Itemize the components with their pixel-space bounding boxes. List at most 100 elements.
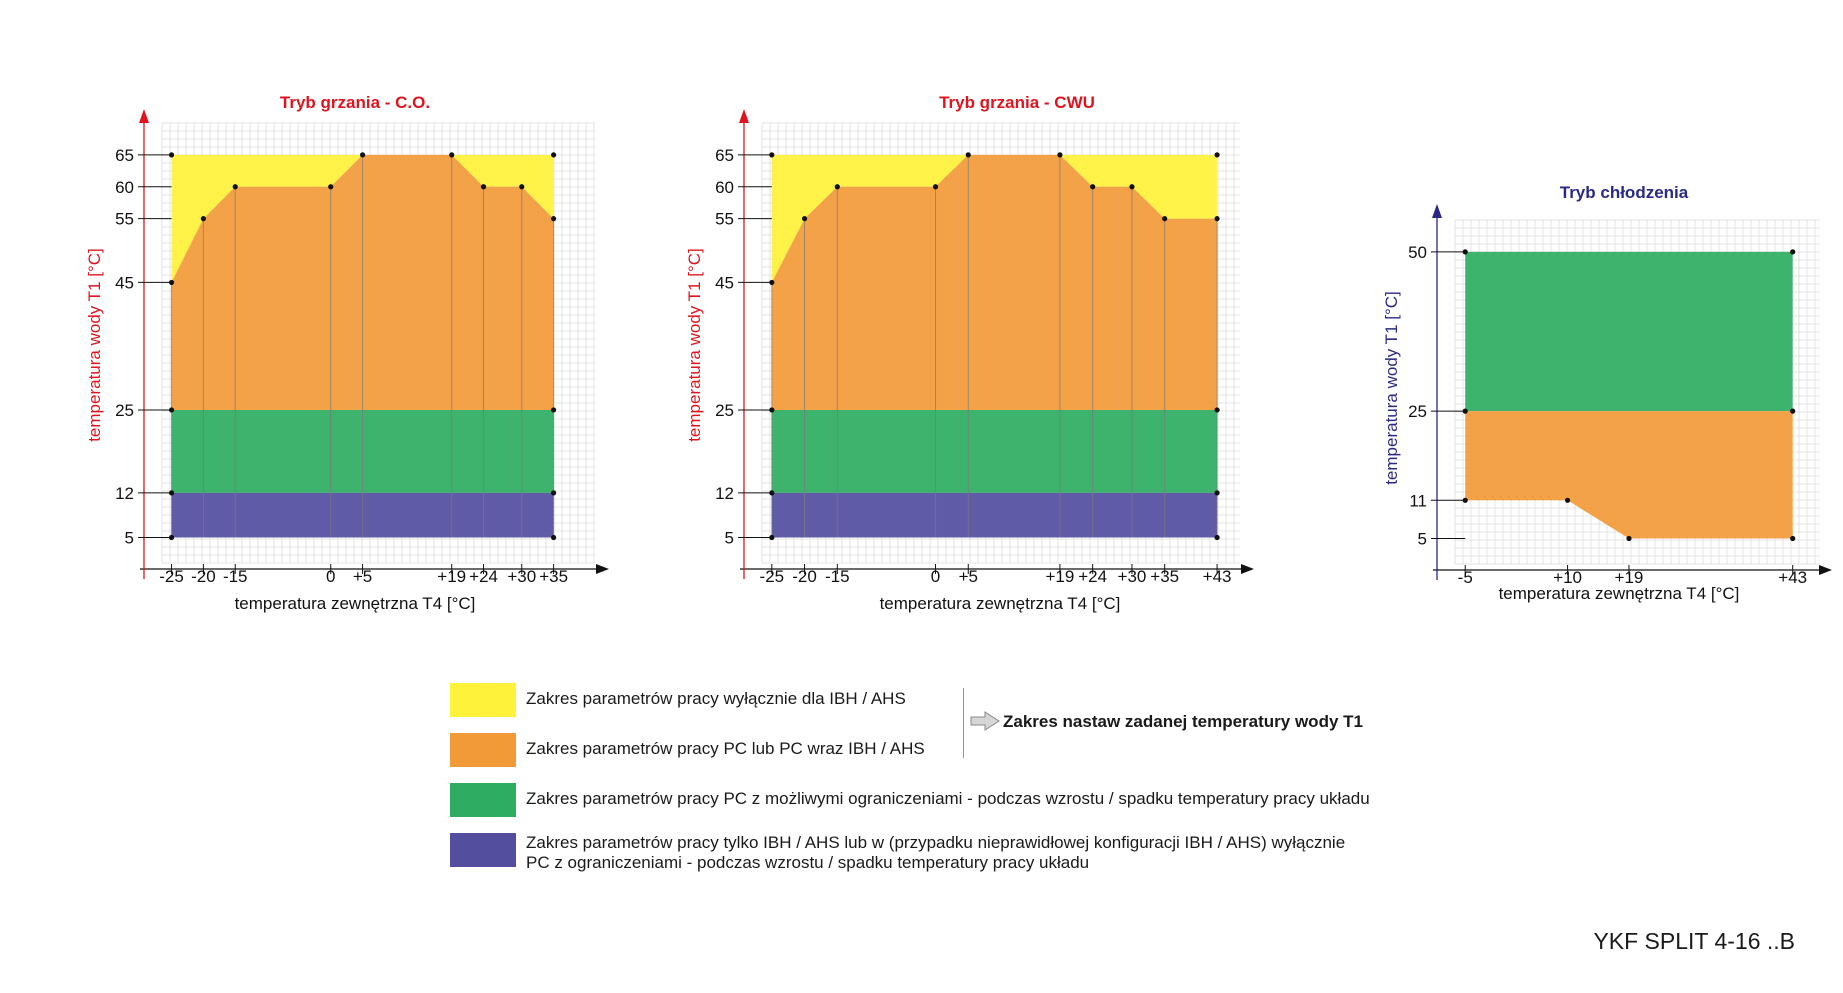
arrow-right-icon <box>970 711 1000 731</box>
legend-item-yellow: Zakres parametrów pracy wyłącznie dla IB… <box>450 683 906 717</box>
data-point <box>1626 535 1632 542</box>
y-axis-arrow <box>739 109 749 123</box>
chart-title: Tryb chłodzenia <box>1560 183 1689 202</box>
y-tick-label: 25 <box>715 401 734 420</box>
data-point <box>232 184 238 190</box>
y-tick-label: 12 <box>715 484 734 503</box>
data-point <box>965 152 971 158</box>
x-tick-label: +43 <box>1778 568 1807 587</box>
y-tick-label: 45 <box>715 273 734 292</box>
x-axis-label: temperatura zewnętrzna T4 [°C] <box>235 594 476 613</box>
x-axis-arrow <box>596 564 609 574</box>
legend-label-purple-line1: Zakres parametrów pracy tylko IBH / AHS … <box>526 833 1346 852</box>
x-tick-label: -20 <box>191 567 216 586</box>
area-orange <box>1465 411 1793 539</box>
data-point <box>932 184 939 190</box>
y-axis-arrow <box>1432 204 1442 218</box>
data-point <box>1214 152 1220 158</box>
y-tick-label: 12 <box>115 484 134 503</box>
area-purple <box>771 492 1218 538</box>
data-point <box>1790 535 1796 542</box>
y-tick-label: 60 <box>115 178 134 197</box>
data-point <box>1129 184 1135 190</box>
y-tick-label: 11 <box>1409 491 1427 510</box>
y-tick-label: 25 <box>1408 402 1427 421</box>
chart-title: Tryb grzania - C.O. <box>280 93 430 112</box>
chart-3: 5 11 25 50 -5 +10 +19 +43 Tryb chłodzenia tempera… <box>1382 183 1832 603</box>
y-tick-label: 45 <box>115 273 134 292</box>
legend-label-purple: Zakres parametrów pracy tylko IBH / AHS … <box>526 833 1345 873</box>
chart-2: 5 12 25 45 55 60 65 -25 -20 -15 0 +5 +19 +24 +30 +35 +43… <box>685 93 1254 613</box>
chart-1: 5 12 25 45 55 60 65 -25 -20 -15 0 +5 +19 +24 +30 +35 Try… <box>85 93 609 613</box>
legend-swatch-yellow <box>450 683 516 717</box>
x-tick-label: -20 <box>792 567 817 586</box>
legend-divider <box>963 688 964 758</box>
x-tick-label: +24 <box>469 567 498 586</box>
data-point <box>480 184 487 190</box>
data-point <box>1790 249 1796 255</box>
y-axis-label: temperatura wody T1 [°C] <box>85 248 104 442</box>
area-yellow <box>771 154 1218 283</box>
x-tick-label: -25 <box>760 567 785 586</box>
data-point <box>1214 216 1220 222</box>
y-tick-label: 65 <box>715 146 734 165</box>
x-tick-label: +35 <box>539 567 568 586</box>
data-point <box>1214 534 1220 541</box>
data-point <box>551 534 557 541</box>
area-green <box>771 410 1218 493</box>
y-tick-label: 55 <box>715 210 734 229</box>
x-tick-label: -5 <box>1458 568 1473 587</box>
x-tick-label: +19 <box>1615 568 1644 587</box>
x-tick-label: +5 <box>959 567 978 586</box>
data-point <box>1214 490 1220 496</box>
legend-item-orange: Zakres parametrów pracy PC lub PC wraz I… <box>450 733 925 767</box>
range-label: Zakres nastaw zadanej temperatury wody T… <box>1003 712 1363 731</box>
x-tick-label: -15 <box>825 567 850 586</box>
data-point <box>551 152 557 158</box>
data-point <box>801 216 808 222</box>
legend-item-purple: Zakres parametrów pracy tylko IBH / AHS … <box>450 833 1345 873</box>
y-tick-label: 25 <box>115 401 134 420</box>
x-axis-label: temperatura zewnętrzna T4 [°C] <box>1499 584 1740 603</box>
y-axis-arrow <box>139 109 149 123</box>
model-label: YKF SPLIT 4-16 ..B <box>1593 928 1795 954</box>
x-axis-arrow <box>1819 565 1832 575</box>
x-tick-label: +35 <box>1150 567 1179 586</box>
area-orange <box>771 154 1218 410</box>
x-tick-label: +5 <box>353 567 372 586</box>
legend-label-purple-line2: PC z ograniczeniami - podczas wzrostu / … <box>526 853 1090 872</box>
data-point <box>551 407 557 413</box>
legend-label-green: Zakres parametrów pracy PC z możliwymi o… <box>526 789 1370 808</box>
data-point <box>1214 407 1220 413</box>
data-point <box>449 152 455 158</box>
data-point <box>551 216 557 222</box>
data-point <box>551 490 557 496</box>
legend-swatch-green <box>450 783 516 817</box>
data-point <box>834 184 840 190</box>
x-tick-label: -15 <box>223 567 248 586</box>
x-tick-label: 0 <box>931 567 940 586</box>
x-tick-label: +19 <box>1046 567 1075 586</box>
data-point <box>1057 152 1063 158</box>
data-point <box>1162 216 1168 222</box>
x-tick-label: +30 <box>507 567 536 586</box>
y-tick-label: 65 <box>115 146 134 165</box>
y-tick-label: 5 <box>125 528 134 547</box>
chart-title: Tryb grzania - CWU <box>939 93 1095 112</box>
y-tick-label: 55 <box>115 210 134 229</box>
legend-swatch-purple <box>450 833 516 867</box>
x-tick-label: +10 <box>1553 568 1582 587</box>
x-tick-label: 0 <box>326 567 335 586</box>
x-tick-label: +43 <box>1203 567 1232 586</box>
legend-item-green: Zakres parametrów pracy PC z możliwymi o… <box>450 783 1370 817</box>
legend-swatch-orange <box>450 733 516 767</box>
area-green <box>1465 251 1793 412</box>
data-point <box>1090 184 1096 190</box>
area-yellow <box>171 154 554 283</box>
x-tick-label: +19 <box>437 567 466 586</box>
y-tick-label: 50 <box>1408 243 1427 262</box>
data-point <box>328 184 334 190</box>
data-point <box>359 152 366 158</box>
